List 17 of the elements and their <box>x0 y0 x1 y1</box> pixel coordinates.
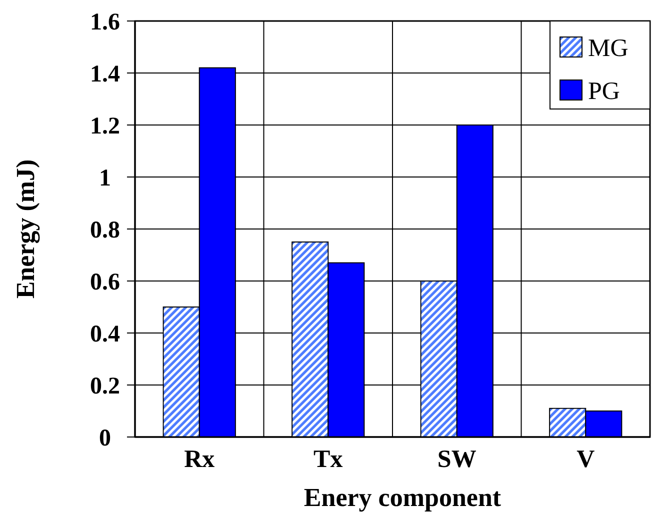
y-tick-label: 1 <box>99 165 111 192</box>
x-axis-title: Enery component <box>304 483 502 512</box>
x-tick-label: Rx <box>184 446 216 473</box>
x-tick-label: V <box>576 446 595 473</box>
y-tick-label: 1.2 <box>90 113 120 140</box>
legend-label: PG <box>588 78 620 105</box>
y-axis-title: Energy (mJ) <box>11 159 40 299</box>
y-tick-label: 0 <box>99 425 111 452</box>
y-tick-label: 1.4 <box>90 61 120 88</box>
legend-label: MG <box>588 34 628 62</box>
y-tick-label: 1.6 <box>90 9 120 36</box>
x-tick-label: SW <box>437 446 476 473</box>
y-tick-label: 0.2 <box>90 373 120 400</box>
y-tick-label: 0.8 <box>90 217 120 244</box>
y-tick-label: 0.4 <box>90 321 120 348</box>
x-tick-label: Tx <box>314 446 344 473</box>
y-tick-label: 0.6 <box>90 269 120 296</box>
